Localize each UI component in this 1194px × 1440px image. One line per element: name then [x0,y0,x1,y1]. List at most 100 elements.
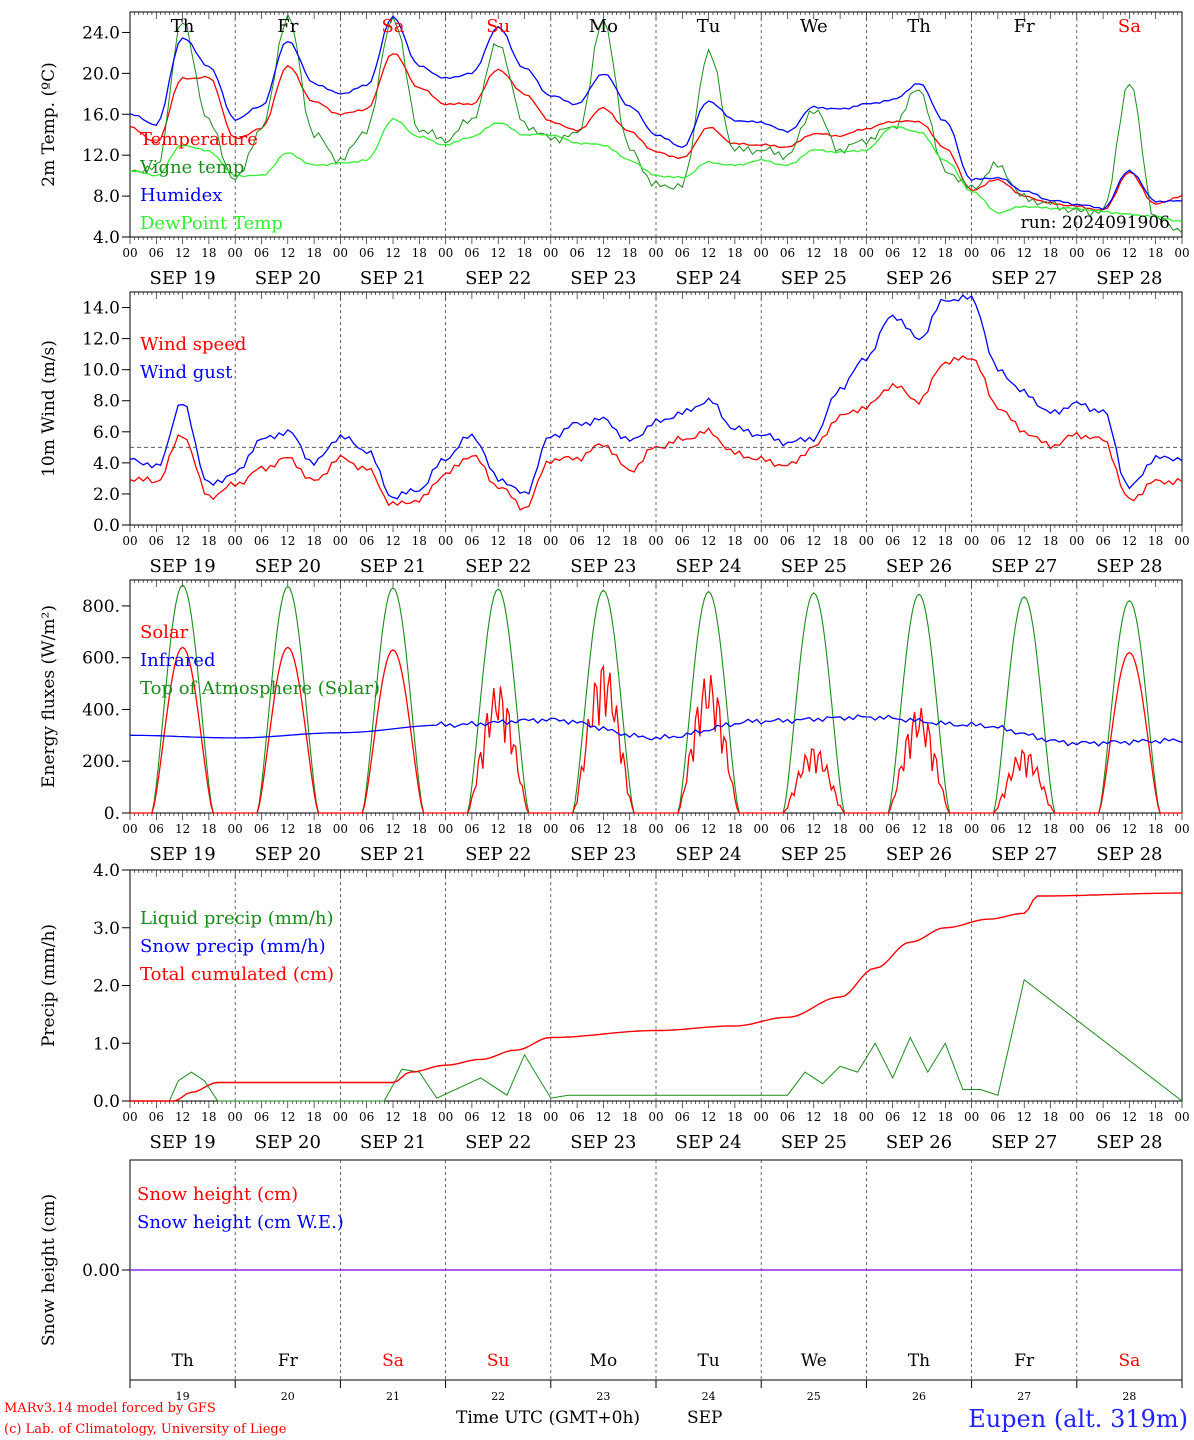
hour-tick-label: 12 [596,534,611,548]
y-tick-label: 4.0 [93,454,120,474]
date-label: SEP 22 [465,556,531,577]
day-name-label: Th [171,16,195,37]
hour-tick-label: 18 [1148,246,1163,260]
hour-tick-label: 12 [491,822,506,836]
y-axis-title: Energy fluxes (W/m²) [39,605,59,788]
hour-tick-label: 00 [228,246,243,260]
hour-tick-label: 00 [122,1110,137,1124]
hour-tick-label: 12 [911,822,926,836]
hour-tick-label: 12 [491,534,506,548]
hour-tick-label: 06 [359,1110,374,1124]
hour-tick-label: 18 [412,534,427,548]
hour-tick-label: 06 [1095,1110,1110,1124]
date-label: SEP 28 [1096,268,1162,289]
hour-tick-label: 18 [832,822,847,836]
hour-tick-label: 18 [412,246,427,260]
hour-tick-label: 00 [438,246,453,260]
day-number-label: 22 [491,1390,505,1403]
day-name-label: Fr [277,16,298,37]
day-name-label: Tu [697,1351,719,1371]
hour-tick-label: 06 [780,1110,795,1124]
location-title: Eupen (alt. 319m) [968,1405,1188,1433]
y-axis-title: Precip (mm/h) [39,924,59,1047]
day-number-label: 28 [1122,1390,1136,1403]
legend-entry: Snow height (cm) [137,1184,298,1205]
date-label: SEP 23 [570,844,636,865]
hour-tick-label: 18 [727,822,742,836]
hour-tick-label: 06 [359,534,374,548]
hour-tick-label: 12 [491,1110,506,1124]
hour-tick-label: 00 [122,534,137,548]
date-label: SEP 27 [991,268,1057,289]
hour-tick-label: 12 [806,534,821,548]
x-axis-title: Time UTC (GMT+0h) [456,1408,640,1428]
date-label: SEP 20 [255,556,321,577]
hour-tick-label: 06 [254,822,269,836]
hour-tick-label: 00 [648,822,663,836]
hour-tick-label: 18 [517,1110,532,1124]
day-name-label: Th [908,1351,930,1371]
hour-tick-label: 00 [859,1110,874,1124]
date-label: SEP 25 [781,268,847,289]
series-line-dewpoint-temp [129,117,1183,223]
hour-tick-label: 12 [1122,246,1137,260]
day-name-label: Fr [1014,1351,1035,1371]
series-line-temperature [129,53,1183,211]
hour-tick-label: 06 [990,534,1005,548]
hour-tick-label: 12 [701,822,716,836]
hour-tick-label: 06 [569,246,584,260]
hour-tick-label: 06 [885,246,900,260]
hour-tick-label: 00 [1174,822,1189,836]
day-name-label: We [800,16,828,37]
legend-entry: Temperature [140,129,258,150]
date-label: SEP 20 [255,1132,321,1153]
legend-entry: Infrared [140,650,215,671]
hour-tick-label: 06 [990,822,1005,836]
y-tick-label: 400. [82,700,120,720]
hour-tick-label: 12 [911,1110,926,1124]
y-tick-label: 4.0 [93,228,120,248]
hour-tick-label: 18 [201,534,216,548]
hour-tick-label: 00 [1069,246,1084,260]
hour-tick-label: 12 [1017,1110,1032,1124]
hour-tick-label: 18 [306,822,321,836]
hour-tick-label: 06 [780,246,795,260]
hour-tick-label: 06 [780,822,795,836]
hour-tick-label: 06 [675,246,690,260]
y-tick-label: 0. [104,804,120,824]
hour-tick-label: 00 [543,246,558,260]
hour-tick-label: 18 [517,246,532,260]
date-label: SEP 19 [149,268,215,289]
hour-tick-label: 06 [990,1110,1005,1124]
hour-tick-label: 18 [1148,534,1163,548]
hour-tick-label: 06 [885,534,900,548]
y-tick-label: 2.0 [93,977,120,997]
hour-tick-label: 18 [727,1110,742,1124]
y-tick-label: 800. [82,597,120,617]
hour-tick-label: 06 [464,822,479,836]
hour-tick-label: 12 [701,1110,716,1124]
hour-tick-label: 12 [280,534,295,548]
y-axis-title: 10m Wind (m/s) [39,340,59,477]
y-tick-label: 12.0 [82,330,120,350]
date-label: SEP 23 [570,1132,636,1153]
hour-tick-label: 00 [122,822,137,836]
hour-tick-label: 00 [754,246,769,260]
hour-tick-label: 18 [1043,534,1058,548]
date-label: SEP 27 [991,556,1057,577]
hour-tick-label: 12 [806,246,821,260]
hour-tick-label: 06 [464,246,479,260]
hour-tick-label: 00 [228,534,243,548]
panel-2: 00 06 12 18 SEP 19 00 06 12 18 SEP 20 00 06 12 18 SEP … [39,291,1190,577]
series-line-total-cumulated [130,892,1182,1102]
day-name-label: Fr [278,1351,299,1371]
hour-tick-label: 12 [1017,246,1032,260]
panel-1: 00 06 12 18 SEP 19 00 06 12 18 SEP 20 00 06 12 18 SEP … [39,11,1190,289]
day-name-label: Sa [1119,1351,1141,1371]
date-label: SEP 27 [991,844,1057,865]
hour-tick-label: 00 [754,1110,769,1124]
day-number-label: 25 [807,1390,821,1403]
date-label: SEP 19 [149,556,215,577]
hour-tick-label: 18 [622,246,637,260]
hour-tick-label: 00 [1174,1110,1189,1124]
